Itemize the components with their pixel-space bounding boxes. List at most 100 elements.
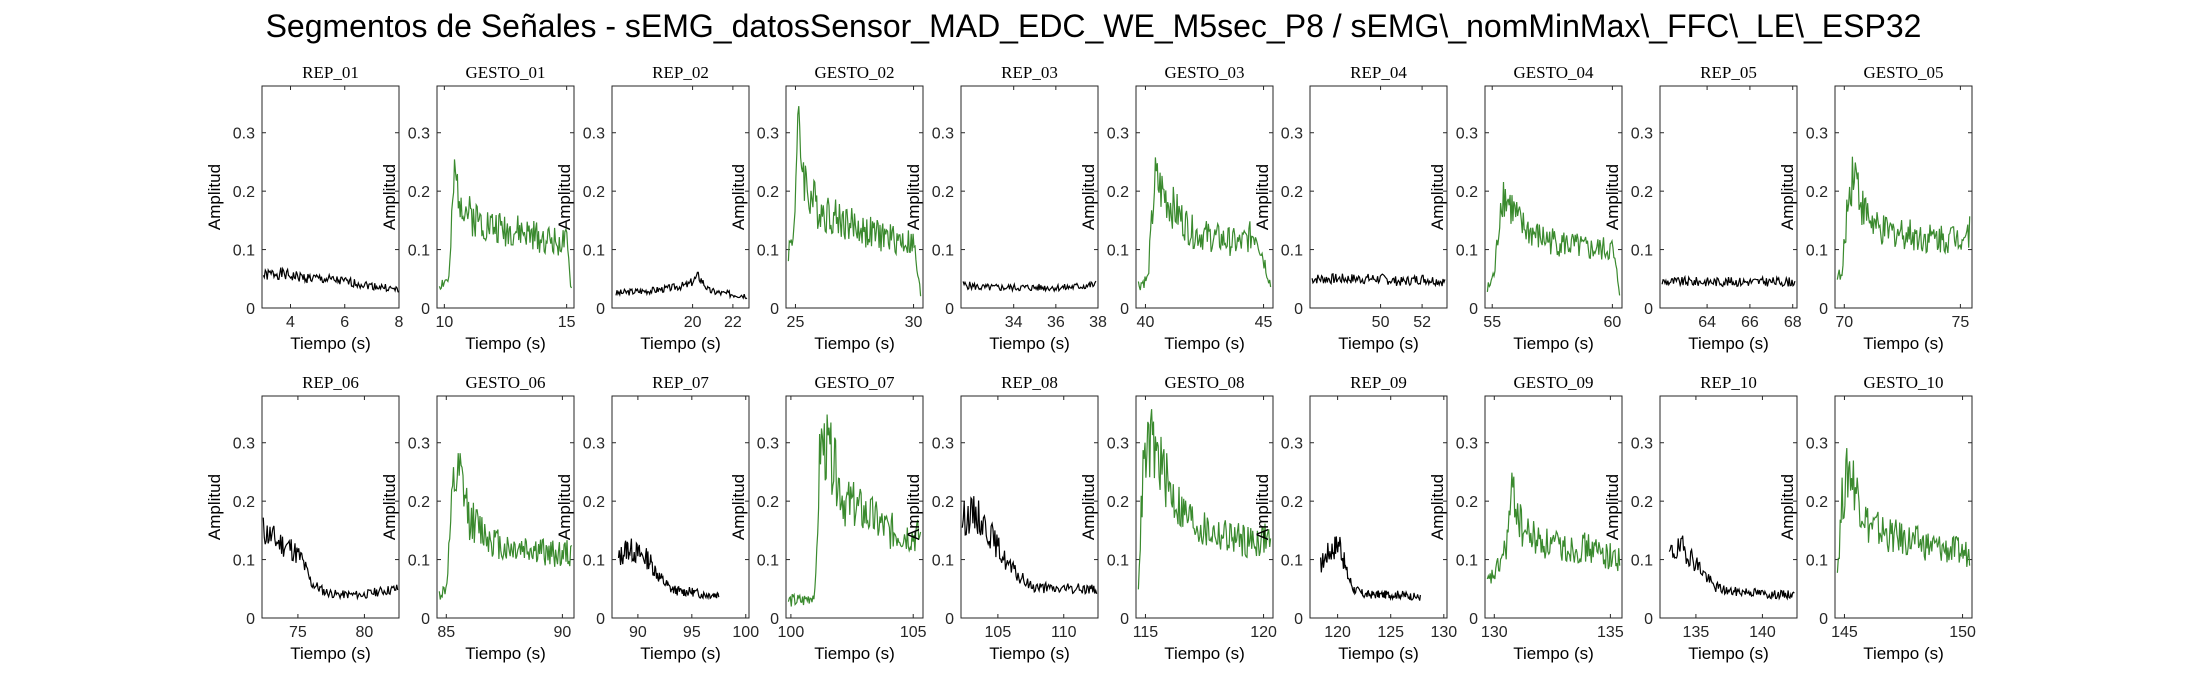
x-axis-label: Tiempo (s) (989, 334, 1070, 353)
y-tick-label: 0.1 (1456, 243, 1478, 260)
axes-box (261, 395, 400, 619)
x-tick-label: 60 (1603, 314, 1621, 331)
y-tick-label: 0 (770, 301, 779, 318)
y-tick-label: 0.1 (757, 243, 779, 260)
x-tick-label: 130 (1430, 624, 1457, 641)
y-axis-label: Amplitud (1079, 474, 1098, 540)
x-axis-label: Tiempo (s) (640, 334, 721, 353)
subplot-title: REP_10 (1700, 373, 1757, 392)
y-tick-label: 0.3 (408, 126, 430, 143)
subplot-title: GESTO_04 (1514, 63, 1594, 82)
x-axis-label: Tiempo (s) (1513, 334, 1594, 353)
x-axis-label: Tiempo (s) (1338, 644, 1419, 663)
y-axis-label: Amplitud (1428, 474, 1447, 540)
y-tick-label: 0.1 (932, 553, 954, 570)
axes-box (1834, 85, 1973, 309)
y-tick-label: 0.1 (233, 243, 255, 260)
y-tick-label: 0.2 (1456, 494, 1478, 511)
y-tick-label: 0.3 (1456, 126, 1478, 143)
signal-series-line (617, 538, 720, 601)
y-tick-label: 0.1 (757, 553, 779, 570)
y-axis-label: Amplitud (1253, 164, 1272, 230)
x-tick-label: 80 (356, 624, 374, 641)
x-tick-label: 8 (395, 314, 404, 331)
y-tick-label: 0.3 (932, 436, 954, 453)
signal-series-line (962, 280, 1097, 293)
y-tick-label: 0.3 (583, 126, 605, 143)
subplot-rep-05: REP_05 0 0.1 0.2 0.3 64 66 68 Tiempo (s) Amplitud (1603, 63, 1802, 353)
axes-box (611, 85, 750, 309)
subplot-rep-03: REP_03 0 0.1 0.2 0.3 34 36 38 Tiempo (s) Amplitud (904, 63, 1107, 353)
subplot-rep-04: REP_04 0 0.1 0.2 0.3 50 52 Tiempo (s) Amplitud (1253, 63, 1448, 353)
subplot-title: GESTO_02 (815, 63, 895, 82)
axes-box (611, 395, 750, 619)
y-tick-label: 0 (1819, 611, 1828, 628)
y-tick-label: 0 (770, 611, 779, 628)
subplot-rep-08: REP_08 0 0.1 0.2 0.3 105 110 Tiempo (s) Amplitud (904, 373, 1099, 663)
y-tick-label: 0 (1469, 301, 1478, 318)
subplot-title: GESTO_07 (815, 373, 895, 392)
y-tick-label: 0.1 (1281, 553, 1303, 570)
axes-box (1834, 395, 1973, 619)
y-tick-label: 0.2 (233, 494, 255, 511)
x-tick-label: 4 (286, 314, 295, 331)
x-tick-label: 70 (1835, 314, 1853, 331)
x-axis-label: Tiempo (s) (465, 334, 546, 353)
y-tick-label: 0.2 (1806, 184, 1828, 201)
y-tick-label: 0 (421, 611, 430, 628)
y-tick-label: 0.3 (1806, 436, 1828, 453)
subplot-rep-07: REP_07 0 0.1 0.2 0.3 90 95 100 Tiempo (s) Amplitu… (555, 373, 759, 663)
x-axis-label: Tiempo (s) (1338, 334, 1419, 353)
x-tick-label: 55 (1483, 314, 1501, 331)
x-axis-label: Tiempo (s) (465, 644, 546, 663)
y-tick-label: 0.3 (1806, 126, 1828, 143)
axes-box (785, 395, 924, 619)
y-tick-label: 0 (1120, 611, 1129, 628)
y-axis-label: Amplitud (1778, 164, 1797, 230)
signal-series-line (787, 414, 922, 607)
y-tick-label: 0 (945, 611, 954, 628)
y-tick-label: 0.1 (583, 553, 605, 570)
y-axis-label: Amplitud (904, 474, 923, 540)
y-tick-label: 0 (945, 301, 954, 318)
x-tick-label: 140 (1749, 624, 1776, 641)
y-axis-label: Amplitud (1253, 474, 1272, 540)
y-axis-label: Amplitud (1079, 164, 1098, 230)
subplot-title: REP_04 (1350, 63, 1407, 82)
subplot-gesto-03: GESTO_03 0 0.1 0.2 0.3 40 45 Tiempo (s) Amplitud (1079, 63, 1274, 353)
y-axis-label: Amplitud (555, 474, 574, 540)
y-tick-label: 0 (596, 611, 605, 628)
y-tick-label: 0.1 (1806, 553, 1828, 570)
x-tick-label: 25 (787, 314, 805, 331)
signal-series-line (1486, 181, 1621, 296)
axes-box (785, 85, 924, 309)
x-tick-label: 135 (1683, 624, 1710, 641)
subplot-title: REP_01 (302, 63, 359, 82)
x-tick-label: 95 (683, 624, 701, 641)
subplot-gesto-06: GESTO_06 0 0.1 0.2 0.3 85 90 Tiempo (s) Amplitud (380, 373, 575, 663)
axes-box (1484, 85, 1623, 309)
signal-series-line (961, 496, 1098, 595)
y-tick-label: 0.2 (1631, 494, 1653, 511)
y-tick-label: 0.3 (1456, 436, 1478, 453)
x-tick-label: 6 (340, 314, 349, 331)
x-axis-label: Tiempo (s) (1513, 644, 1594, 663)
y-axis-label: Amplitud (1428, 164, 1447, 230)
y-tick-label: 0 (1644, 301, 1653, 318)
axes-box (1135, 85, 1274, 309)
axes-box (436, 395, 575, 619)
y-axis-label: Amplitud (1778, 474, 1797, 540)
y-tick-label: 0 (1120, 301, 1129, 318)
y-tick-label: 0.2 (757, 494, 779, 511)
y-tick-label: 0 (1294, 301, 1303, 318)
x-tick-label: 10 (435, 314, 453, 331)
x-tick-label: 105 (985, 624, 1012, 641)
y-tick-label: 0.1 (1281, 243, 1303, 260)
x-tick-label: 110 (1051, 624, 1077, 641)
y-tick-label: 0 (421, 301, 430, 318)
x-axis-label: Tiempo (s) (1863, 334, 1944, 353)
x-axis-label: Tiempo (s) (814, 334, 895, 353)
subplot-title: REP_02 (652, 63, 709, 82)
signal-series-line (438, 159, 573, 291)
